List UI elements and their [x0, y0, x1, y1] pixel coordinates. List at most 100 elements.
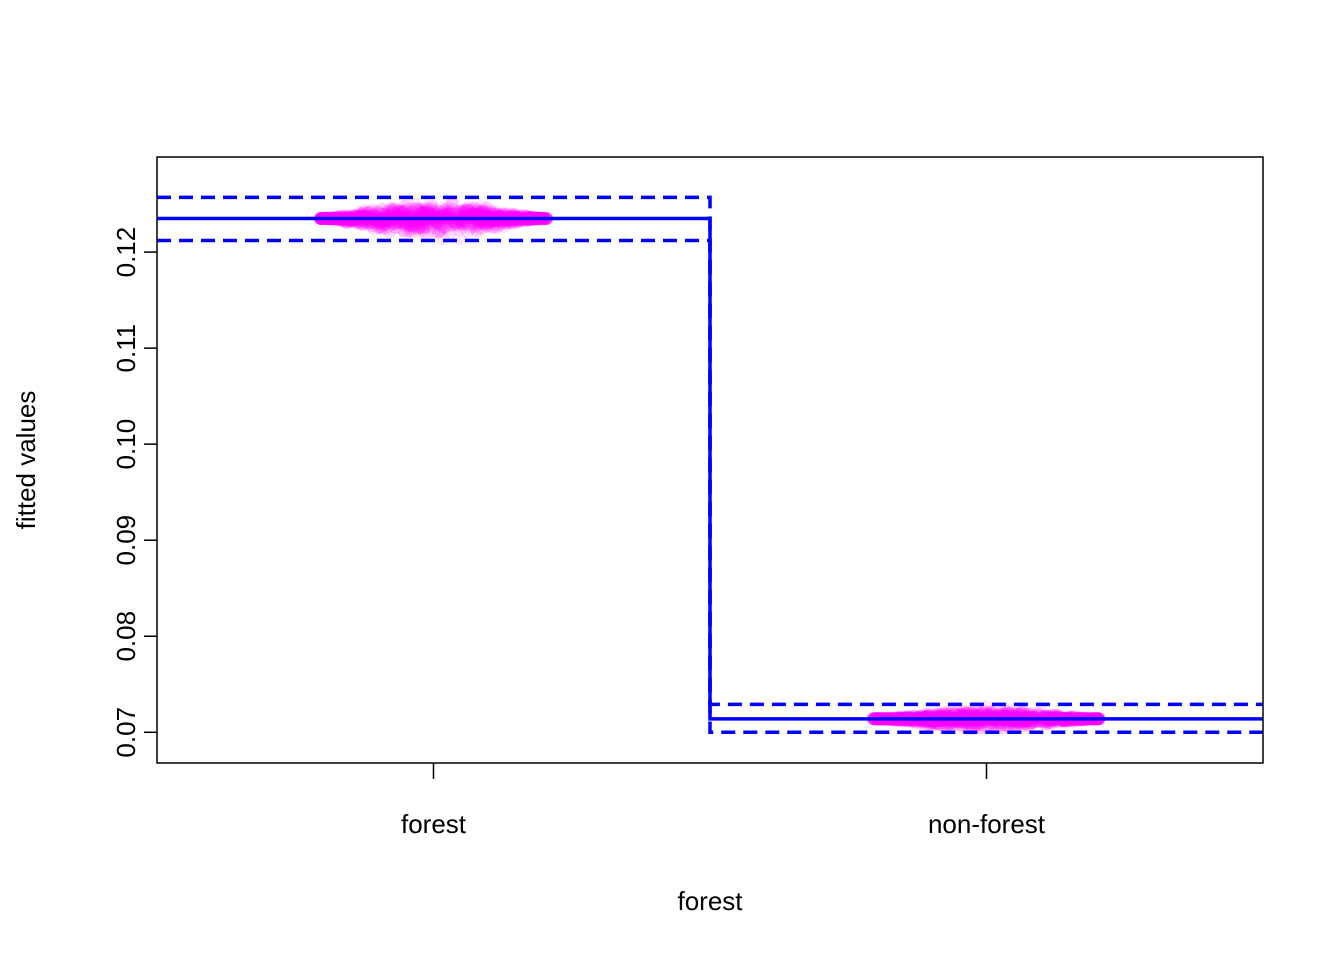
residual-point — [404, 202, 417, 216]
residual-point — [383, 225, 396, 239]
residual-point — [413, 221, 427, 235]
residual-point — [929, 710, 942, 724]
residual-point — [456, 220, 470, 233]
residual-point — [478, 201, 492, 215]
residual-point — [398, 199, 412, 213]
residual-point — [386, 203, 400, 217]
residual-point — [376, 222, 390, 236]
residual-point — [391, 203, 405, 217]
residual-point — [483, 204, 497, 218]
residual-point — [383, 223, 397, 237]
residual-point — [409, 202, 423, 216]
residual-point — [468, 201, 482, 215]
residual-point — [409, 220, 423, 234]
residual-point — [372, 221, 386, 235]
residual-point — [468, 220, 482, 234]
residual-point — [434, 201, 448, 215]
residual-point — [422, 221, 436, 235]
y-tick-label: 0.08 — [111, 611, 141, 662]
residual-point — [426, 203, 440, 217]
residual-point — [977, 705, 990, 719]
residual-point — [420, 201, 434, 215]
residual-point — [470, 204, 484, 217]
residual-point — [470, 224, 484, 238]
residual-point — [474, 200, 488, 214]
residual-point — [411, 202, 425, 216]
residual-point — [376, 203, 390, 217]
points-forest — [313, 196, 554, 246]
residual-point — [404, 222, 418, 236]
residual-point — [409, 197, 422, 211]
residual-point — [456, 203, 470, 217]
residual-point — [460, 203, 474, 217]
residual-point — [433, 224, 447, 237]
residual-point — [379, 221, 393, 235]
residual-point — [397, 223, 410, 237]
residual-point — [389, 220, 403, 234]
residual-point — [452, 223, 466, 237]
residual-point — [435, 220, 449, 234]
residual-point — [406, 225, 420, 238]
y-tick-label: 0.11 — [111, 324, 141, 373]
residual-point — [490, 221, 504, 235]
fit-line — [157, 216, 1263, 721]
residual-point — [439, 220, 453, 234]
residual-point — [414, 202, 428, 216]
residual-point — [432, 224, 446, 238]
y-axis: 0.07 0.08 0.09 0.10 0.11 0.12 — [111, 227, 157, 758]
residual-point — [481, 220, 495, 234]
x-axis-title: forest — [677, 886, 743, 916]
x-tick-label: forest — [401, 809, 467, 839]
residual-point — [383, 202, 397, 216]
y-axis-title: fitted values — [11, 391, 41, 530]
residual-point — [467, 203, 480, 217]
residual-point — [416, 221, 430, 235]
residual-point — [422, 203, 435, 217]
residual-point — [955, 718, 969, 732]
residual-point — [460, 202, 474, 216]
residual-point — [465, 203, 479, 217]
x-tick-label: non-forest — [928, 809, 1046, 839]
y-tick-label: 0.07 — [111, 707, 141, 758]
residual-point — [382, 220, 396, 233]
residual-point — [913, 710, 926, 724]
residual-point — [424, 203, 438, 216]
residual-point — [443, 225, 456, 239]
residual-point — [420, 202, 434, 216]
residual-point — [445, 202, 459, 216]
y-tick-label: 0.09 — [111, 515, 141, 566]
residual-point — [438, 204, 452, 218]
residual-point — [1016, 714, 1030, 728]
residual-point — [397, 200, 411, 214]
residual-point — [433, 223, 447, 237]
residual-point — [437, 220, 451, 234]
residual-point — [1004, 714, 1018, 728]
residual-point — [376, 220, 390, 234]
residual-point — [463, 222, 477, 236]
y-tick-label: 0.10 — [111, 419, 141, 470]
y-tick-label: 0.12 — [111, 227, 141, 278]
residual-point — [375, 221, 389, 234]
residual-point — [461, 200, 475, 214]
residual-point — [399, 221, 413, 235]
residual-point — [404, 222, 418, 235]
fit-lines — [157, 195, 1263, 735]
residual-point — [413, 203, 427, 217]
residual-point — [397, 223, 411, 237]
residual-point — [412, 222, 426, 236]
residual-point — [437, 221, 451, 235]
residual-point — [409, 222, 422, 236]
residual-point — [462, 203, 476, 217]
x-axis: forest non-forest — [401, 763, 1046, 839]
residual-point — [477, 204, 491, 218]
residual-point — [387, 220, 401, 234]
residual-point — [426, 201, 440, 215]
residual-point — [385, 202, 399, 216]
residual-point — [441, 201, 455, 215]
residual-point — [404, 209, 418, 223]
residual-point — [373, 220, 387, 234]
residual-point — [415, 220, 429, 234]
residual-point — [473, 221, 487, 235]
residual-point — [369, 205, 383, 219]
